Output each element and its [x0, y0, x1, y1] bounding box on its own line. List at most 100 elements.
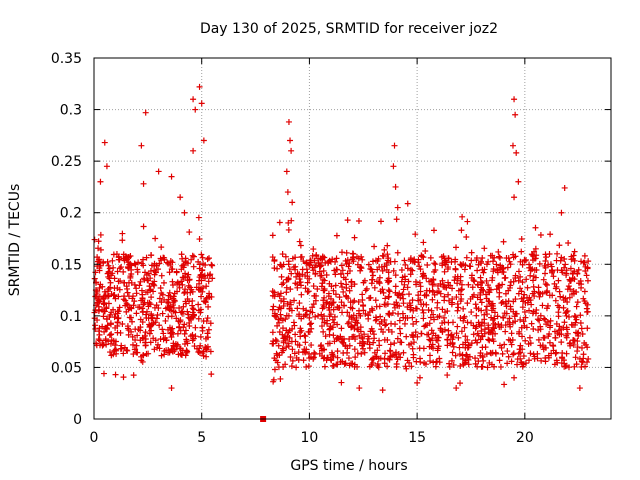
data-point	[143, 272, 150, 279]
data-point	[489, 316, 496, 323]
data-point	[479, 279, 486, 286]
data-point	[535, 289, 542, 296]
data-point	[387, 348, 394, 355]
data-point	[505, 255, 512, 262]
data-point	[422, 361, 429, 368]
y-tick-label: 0.35	[51, 51, 82, 67]
data-point	[384, 251, 391, 258]
data-point	[441, 284, 448, 291]
data-point	[401, 257, 408, 264]
data-point	[376, 280, 383, 287]
data-point	[286, 266, 293, 273]
data-point	[332, 282, 339, 289]
data-point	[581, 252, 588, 259]
data-point	[376, 320, 383, 327]
data-point	[408, 363, 415, 370]
data-point	[110, 306, 117, 313]
y-tick-label: 0.15	[51, 257, 82, 273]
data-point	[190, 263, 197, 270]
data-point	[318, 272, 325, 279]
data-point	[291, 297, 298, 304]
data-point	[285, 312, 292, 319]
data-point	[135, 304, 142, 311]
data-point	[277, 375, 284, 382]
data-point	[304, 288, 311, 295]
data-point	[166, 289, 173, 296]
data-point	[377, 313, 384, 320]
data-point	[111, 285, 118, 292]
data-point	[454, 280, 461, 287]
data-point	[452, 258, 459, 265]
data-point	[278, 273, 285, 280]
data-point	[168, 266, 175, 273]
data-point	[167, 307, 174, 314]
data-point	[434, 314, 441, 321]
data-point	[420, 309, 427, 316]
data-point	[563, 270, 570, 277]
data-point	[384, 242, 391, 249]
data-point	[381, 317, 388, 324]
data-point	[430, 330, 437, 337]
data-point	[116, 265, 123, 272]
data-point	[195, 214, 202, 221]
data-point	[479, 333, 486, 340]
data-point	[123, 347, 130, 354]
data-point	[572, 314, 579, 321]
data-point	[584, 264, 591, 271]
data-point	[356, 332, 363, 339]
data-point	[151, 346, 158, 353]
data-point	[461, 360, 468, 367]
data-point	[189, 252, 196, 259]
data-point	[308, 320, 315, 327]
data-point	[536, 260, 543, 267]
data-point	[580, 295, 587, 302]
data-point	[289, 255, 296, 262]
data-point	[457, 380, 464, 387]
data-point	[143, 254, 150, 261]
data-point	[556, 331, 563, 338]
data-point	[561, 319, 568, 326]
data-point	[114, 323, 121, 330]
data-point	[125, 254, 132, 261]
data-point	[513, 149, 520, 156]
data-point	[318, 311, 325, 318]
data-point	[449, 349, 456, 356]
data-point	[534, 350, 541, 357]
data-point	[479, 254, 486, 261]
data-point	[385, 275, 392, 282]
data-point	[151, 278, 158, 285]
data-point	[150, 281, 157, 288]
data-point	[478, 307, 485, 314]
data-point	[173, 269, 180, 276]
data-point	[387, 341, 394, 348]
data-point	[188, 256, 195, 263]
data-point	[541, 315, 548, 322]
data-point	[380, 289, 387, 296]
data-point	[288, 270, 295, 277]
data-point	[449, 341, 456, 348]
data-point	[96, 265, 103, 272]
data-point	[566, 294, 573, 301]
data-point	[308, 342, 315, 349]
data-point	[111, 292, 118, 299]
data-point	[577, 312, 584, 319]
data-point	[416, 279, 423, 286]
data-point	[492, 321, 499, 328]
data-point	[346, 342, 353, 349]
data-point	[166, 269, 173, 276]
data-point	[429, 296, 436, 303]
data-point	[146, 330, 153, 337]
data-point	[552, 297, 559, 304]
data-point	[453, 244, 460, 251]
data-point	[317, 263, 324, 270]
data-point	[324, 317, 331, 324]
data-point	[277, 262, 284, 269]
data-point	[580, 351, 587, 358]
data-point	[552, 334, 559, 341]
data-point	[448, 357, 455, 364]
data-point	[496, 357, 503, 364]
data-point	[449, 299, 456, 306]
data-point	[544, 281, 551, 288]
data-point	[431, 260, 438, 267]
data-point	[410, 351, 417, 358]
